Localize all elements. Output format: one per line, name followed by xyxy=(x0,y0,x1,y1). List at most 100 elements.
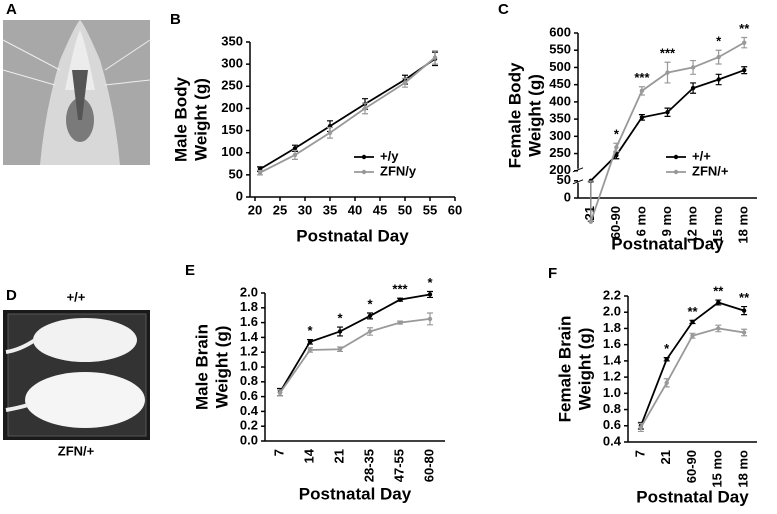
x-tick-label: 12 mo xyxy=(685,206,700,244)
x-tick-label: 35 xyxy=(323,202,337,217)
significance: ** xyxy=(739,290,750,305)
marker xyxy=(716,77,721,82)
y-axis-label: Female Brain xyxy=(555,316,574,423)
y-axis-label: Weight (g) xyxy=(525,74,544,157)
x-tick-label: 7 xyxy=(632,450,647,457)
marker xyxy=(257,170,263,175)
y-tick-label: 300 xyxy=(221,56,243,71)
marker xyxy=(292,152,298,158)
significance: * xyxy=(337,310,343,325)
x-tick-label: 21 xyxy=(582,206,597,220)
y-axis-label: Male Body xyxy=(171,76,190,162)
y-tick-label: 1.2 xyxy=(240,344,258,359)
y-axis-label: Female Body xyxy=(505,62,524,168)
y-tick-label: 450 xyxy=(549,76,571,91)
legend-marker xyxy=(361,154,367,160)
x-axis-label: Postnatal Day xyxy=(611,234,724,253)
y-tick-label: 1.2 xyxy=(603,369,621,384)
marker xyxy=(665,70,670,75)
x-tick-label: 45 xyxy=(373,202,387,217)
y-tick-label: 1.6 xyxy=(240,314,258,329)
x-tick-label: 14 xyxy=(301,448,316,463)
x-tick-label: 15 mo xyxy=(710,206,725,244)
marker xyxy=(716,300,721,305)
x-tick-label: 60-90 xyxy=(608,206,623,239)
y-tick-label: 1.4 xyxy=(240,329,259,344)
marker xyxy=(367,313,373,319)
photo-d xyxy=(3,310,150,440)
x-tick-label: 60-80 xyxy=(421,449,436,482)
legend-label: ZFN/y xyxy=(380,163,417,178)
marker xyxy=(397,320,403,325)
photo-a xyxy=(2,20,151,165)
x-tick-label: 55 xyxy=(423,202,437,217)
marker xyxy=(741,308,747,313)
y-tick-label: 600 xyxy=(549,24,571,39)
x-tick-label: 18 mo xyxy=(736,450,751,488)
marker xyxy=(690,333,695,338)
y-tick-label: 250 xyxy=(549,145,571,160)
x-axis-label: Postnatal Day xyxy=(296,226,409,245)
y-tick-label: 200 xyxy=(549,162,571,177)
series-line xyxy=(640,327,745,428)
significance: * xyxy=(307,323,313,338)
marker xyxy=(397,297,403,302)
y-tick-label: 0.8 xyxy=(603,401,621,416)
significance: ** xyxy=(687,304,698,319)
y-tick-label: 0 xyxy=(236,188,243,203)
x-axis-label: Postnatal Day xyxy=(299,484,412,503)
x-axis-label: Postnatal Day xyxy=(636,487,749,506)
marker xyxy=(307,339,313,345)
y-tick-label: 300 xyxy=(549,128,571,143)
y-tick-label: 1.0 xyxy=(603,385,621,400)
legend-marker xyxy=(361,169,367,175)
y-tick-label: 0.0 xyxy=(240,432,258,447)
x-tick-label: 21 xyxy=(331,449,346,463)
y-tick-label: 350 xyxy=(221,33,243,48)
y-tick-label: 2.2 xyxy=(603,287,621,302)
significance: *** xyxy=(660,46,676,61)
y-tick-label: 1.8 xyxy=(240,299,258,314)
y-tick-label: 200 xyxy=(221,100,243,115)
marker xyxy=(664,380,669,385)
x-tick-label: 60 xyxy=(448,202,462,217)
marker xyxy=(690,65,696,70)
y-tick-label: 50 xyxy=(229,166,243,181)
photo-label: +/+ xyxy=(67,289,86,304)
marker xyxy=(337,347,343,352)
x-tick-label: 21 xyxy=(658,450,673,464)
x-tick-label: 28-35 xyxy=(361,449,376,482)
x-tick-label: 15 mo xyxy=(710,450,725,488)
marker xyxy=(307,347,313,353)
marker xyxy=(742,40,747,45)
marker xyxy=(362,106,368,111)
marker xyxy=(367,329,373,334)
y-tick-label: 0 xyxy=(564,189,571,204)
y-tick-label: 50 xyxy=(557,172,571,187)
marker xyxy=(741,330,747,335)
significance: ** xyxy=(713,283,724,298)
x-tick-label: 47-55 xyxy=(391,449,406,482)
x-tick-label: 6 mo xyxy=(633,206,648,236)
y-tick-label: 0.6 xyxy=(603,417,621,432)
marker xyxy=(427,316,433,322)
marker xyxy=(664,357,669,362)
x-tick-label: 60-90 xyxy=(684,450,699,483)
series-line xyxy=(259,56,436,174)
marker xyxy=(432,55,438,60)
significance: * xyxy=(367,296,373,311)
panel-label: E xyxy=(185,262,195,279)
y-tick-label: 0.4 xyxy=(603,433,622,448)
y-tick-label: 0.6 xyxy=(240,388,258,403)
y-axis-label: Weight (g) xyxy=(191,78,210,161)
marker xyxy=(292,146,298,151)
y-axis-label: Male Brain xyxy=(192,324,211,410)
y-tick-label: 1.4 xyxy=(603,352,622,367)
marker xyxy=(337,329,343,334)
legend-marker xyxy=(673,154,679,160)
legend-label: +/y xyxy=(380,148,399,163)
x-tick-label: 7 xyxy=(271,449,286,456)
marker xyxy=(327,130,333,135)
marker xyxy=(638,425,644,430)
y-tick-label: 150 xyxy=(221,122,243,137)
